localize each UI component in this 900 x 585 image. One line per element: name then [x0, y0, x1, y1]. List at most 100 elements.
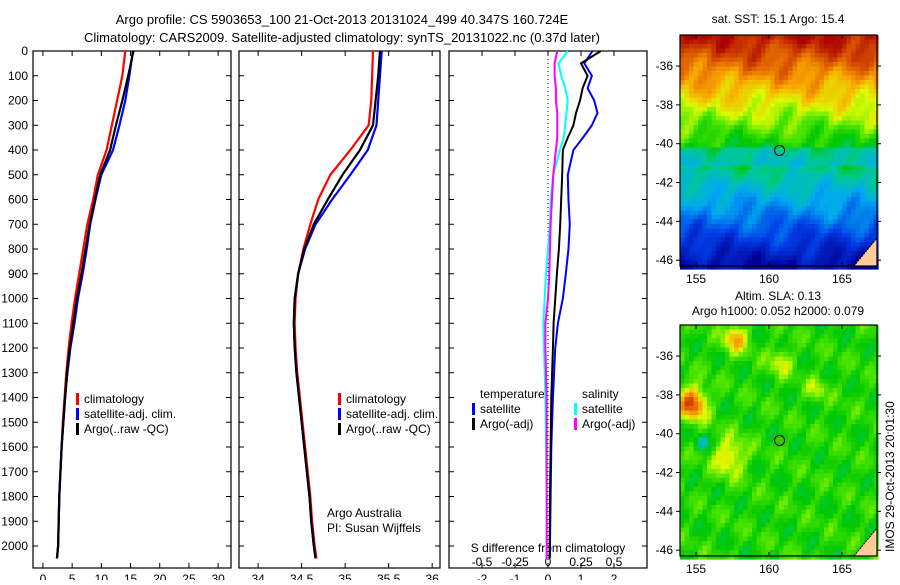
map-cell	[707, 523, 713, 529]
legend-swatch	[338, 393, 341, 405]
imos-credit-timestamp: IMOS 29-Oct-2013 20:01:30	[883, 401, 897, 552]
map-cell	[851, 347, 857, 353]
map-cell	[747, 80, 753, 86]
map-cell	[761, 98, 767, 104]
map-cell	[689, 80, 695, 86]
map-cell	[743, 379, 749, 385]
map-cell	[824, 161, 830, 167]
map-cell	[810, 374, 816, 380]
map-cell	[797, 251, 803, 257]
map-cell	[761, 84, 767, 90]
map-cell	[792, 334, 798, 340]
map-cell	[783, 442, 789, 448]
map-cell	[851, 532, 857, 538]
map-cell	[842, 125, 848, 131]
map-cell	[702, 188, 708, 194]
map-cell	[783, 62, 789, 68]
map-cell	[684, 343, 690, 349]
map-cell	[756, 329, 762, 335]
map-cell	[842, 509, 848, 515]
map-cell	[860, 102, 866, 108]
map-cell	[873, 116, 879, 122]
map-cell	[788, 446, 794, 452]
map-cell	[819, 120, 825, 126]
map-cell	[833, 192, 839, 198]
map-cell	[864, 370, 870, 376]
map-cell	[833, 165, 839, 171]
map-cell	[693, 183, 699, 189]
map-cell	[828, 455, 834, 461]
map-cell	[828, 500, 834, 506]
map-cell	[842, 496, 848, 502]
map-cell	[797, 111, 803, 117]
map-cell	[783, 165, 789, 171]
map-cell	[738, 35, 744, 41]
map-cell	[855, 356, 861, 362]
map-cell	[806, 111, 812, 117]
map-cell	[756, 419, 762, 425]
map-cell	[761, 210, 767, 216]
map-cell	[828, 388, 834, 394]
map-cell	[806, 98, 812, 104]
map-cell	[792, 374, 798, 380]
map-cell	[770, 473, 776, 479]
map-cell	[788, 361, 794, 367]
map-cell	[806, 505, 812, 511]
map-cell	[702, 219, 708, 225]
map-cell	[824, 527, 830, 533]
map-cell	[680, 53, 686, 59]
map-cell	[747, 406, 753, 412]
map-cell	[833, 80, 839, 86]
map-cell	[752, 383, 758, 389]
map-cell	[716, 338, 722, 344]
map-cell	[747, 397, 753, 403]
map-cell	[774, 343, 780, 349]
map-cell	[684, 219, 690, 225]
map-cell	[770, 143, 776, 149]
map-cell	[833, 491, 839, 497]
map-cell	[788, 505, 794, 511]
map-cell	[761, 545, 767, 551]
map-cell	[756, 170, 762, 176]
map-cell	[680, 455, 686, 461]
map-cell	[873, 325, 879, 331]
map-cell	[824, 98, 830, 104]
map-cell	[774, 192, 780, 198]
map-cell	[842, 165, 848, 171]
map-cell	[864, 215, 870, 221]
map-cell	[734, 550, 740, 556]
map-cell	[725, 188, 731, 194]
map-cell	[716, 174, 722, 180]
map-cell	[824, 201, 830, 207]
map-cell	[711, 361, 717, 367]
map-cell	[815, 545, 821, 551]
map-cell	[783, 365, 789, 371]
map-cell	[729, 487, 735, 493]
map-cell	[720, 48, 726, 54]
map-cell	[680, 201, 686, 207]
map-cell	[792, 125, 798, 131]
map-cell	[779, 237, 785, 243]
map-cell	[734, 188, 740, 194]
map-cell	[684, 406, 690, 412]
map-cell	[707, 197, 713, 203]
map-cell	[815, 379, 821, 385]
map-cell	[720, 179, 726, 185]
map-cell	[761, 111, 767, 117]
map-cell	[702, 255, 708, 261]
map-cell	[806, 156, 812, 162]
map-cell	[788, 246, 794, 252]
map-cell	[837, 206, 843, 212]
map-cell	[716, 532, 722, 538]
map-cell	[693, 505, 699, 511]
map-cell	[765, 35, 771, 41]
map-cell	[824, 44, 830, 50]
map-cell	[698, 334, 704, 340]
map-cell	[860, 469, 866, 475]
difference-axes-frame	[448, 50, 648, 569]
map-cell	[702, 406, 708, 412]
map-cell	[693, 210, 699, 216]
map-cell	[752, 201, 758, 207]
map-cell	[806, 107, 812, 113]
map-cell	[774, 71, 780, 77]
